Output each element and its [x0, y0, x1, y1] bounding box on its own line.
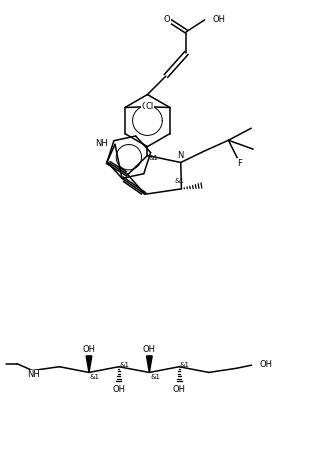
Text: &1: &1	[180, 362, 190, 368]
Text: O: O	[164, 15, 170, 24]
Text: &1: &1	[150, 374, 160, 380]
Text: NH: NH	[95, 139, 108, 148]
Text: &1: &1	[149, 155, 159, 161]
Text: Cl: Cl	[141, 103, 149, 112]
Text: F: F	[237, 158, 242, 167]
Text: OH: OH	[83, 345, 95, 354]
Text: N: N	[178, 151, 184, 160]
Text: &1: &1	[120, 362, 130, 368]
Text: Cl: Cl	[145, 103, 154, 112]
Text: OH: OH	[212, 16, 226, 25]
Text: OH: OH	[112, 385, 125, 394]
Polygon shape	[86, 356, 92, 372]
Text: &1: &1	[90, 374, 100, 380]
Text: OH: OH	[143, 345, 156, 354]
Text: OH: OH	[259, 360, 272, 369]
Polygon shape	[146, 356, 152, 372]
Text: &1: &1	[175, 178, 185, 184]
Text: OH: OH	[173, 385, 186, 394]
Text: NH: NH	[27, 370, 40, 379]
